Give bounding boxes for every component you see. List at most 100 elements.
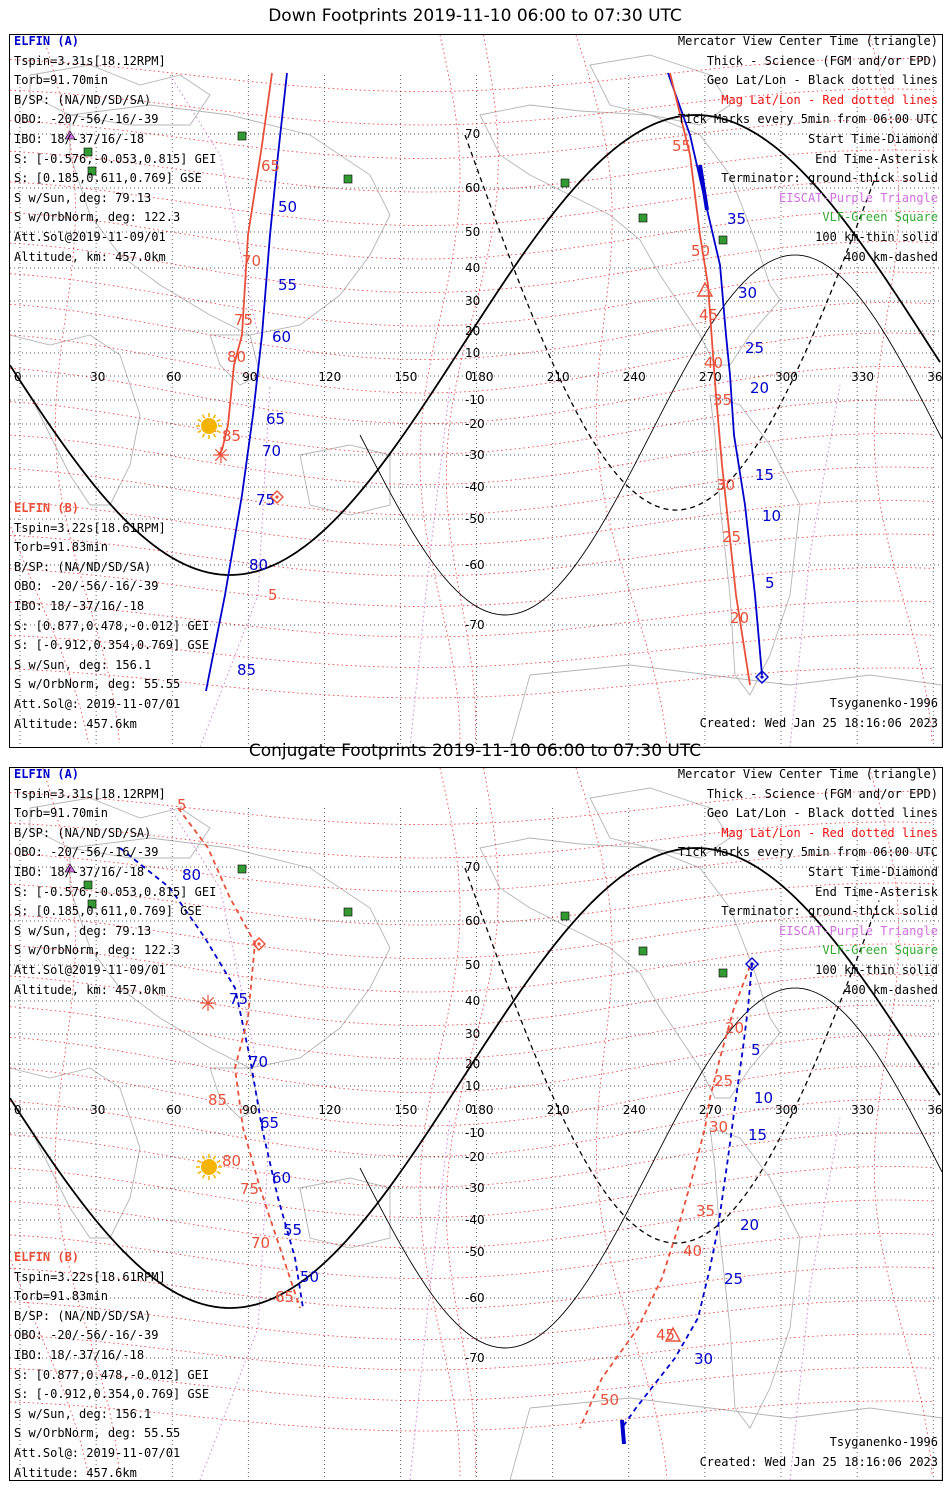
start-time-diamond	[252, 937, 266, 951]
track-tick-label: 5	[268, 586, 278, 604]
track-tick-label: 45	[656, 1326, 675, 1344]
lon-tick-label: 330	[851, 370, 874, 384]
sat-a-line: S: [-0.576,-0.053,0.815] GEI	[14, 884, 217, 899]
legend-item: 100 km-thin solid	[815, 962, 938, 977]
eiscat-line	[789, 384, 841, 747]
sat-a-line: S: [0.185,0.611,0.769] GSE	[14, 171, 202, 186]
mag-lat-line	[10, 600, 935, 638]
end-time-asterisk	[201, 996, 215, 1010]
sat-a-line: Att.Sol@2019-11-09/01	[14, 229, 166, 244]
legend-item: Mag Lat/Lon - Red dotted lines	[721, 825, 938, 840]
lat-tick-label: -30	[465, 448, 485, 462]
lon-tick-label: 360	[927, 1103, 942, 1117]
landmass-outline	[209, 334, 261, 386]
track-tick-label: 85	[222, 427, 241, 445]
track-tick-label: 25	[714, 1072, 733, 1090]
legend: Mercator View Center Time (triangle) Thi…	[678, 768, 938, 1000]
sun-ray	[197, 1170, 202, 1175]
eiscat-line	[409, 384, 451, 747]
down-footprints-panel: 0 30 60 90 120 150 180 210 240 270 300 330 360 70 60 50…	[9, 34, 943, 748]
track-tick-label: 35	[713, 391, 732, 409]
track-tick-label: 55	[278, 276, 297, 294]
model-name: Tsyganenko-1996	[829, 696, 938, 710]
sat-b-line: Torb=91.83min	[14, 1289, 108, 1304]
track-tick-label: 20	[750, 379, 769, 397]
sat-b-line: IBO: 18/-37/16/-18	[14, 1347, 145, 1362]
sat-a-info: ELFIN (A) Tspin=3.31s[18.12RPM] Torb=91.…	[14, 34, 216, 267]
boundary-400km-line	[464, 867, 880, 1244]
sat-b-name: ELFIN (B)	[14, 501, 80, 515]
track-tick-label: 15	[755, 466, 774, 484]
sat-b-line: OBO: -20/-56/-16/-39	[14, 1328, 159, 1343]
start-time-diamond-dot	[750, 962, 754, 966]
track-tick-label: 80	[249, 556, 268, 574]
mag-lat-line	[10, 567, 935, 607]
track-tick-label: 40	[683, 1242, 702, 1260]
sun-ray	[212, 414, 217, 419]
sat-a-info: ELFIN (A) Tspin=3.31s[18.12RPM] Torb=91.…	[14, 768, 217, 1000]
mag-lon-line	[575, 35, 668, 744]
sun-icon	[201, 1159, 217, 1175]
track-tick-label: 75	[229, 990, 248, 1008]
panel-title: Down Footprints 2019-11-10 06:00 to 07:3…	[268, 6, 682, 26]
lat-tick-label: -30	[465, 1181, 485, 1195]
lon-tick-label: 60	[166, 370, 181, 384]
sat-b-line: B/SP: (NA/ND/SD/SA)	[14, 559, 152, 574]
track-tick-label: 85	[208, 1091, 227, 1109]
legend-item: Thick - Science (FGM and/or EPD)	[706, 786, 938, 801]
track-tick-label: 45	[699, 306, 718, 324]
mag-lat-line	[10, 1233, 935, 1279]
landmass-outline	[299, 444, 391, 516]
mag-lat-line	[10, 88, 935, 126]
lon-tick-label: 150	[395, 370, 418, 384]
landmass-outline	[709, 1127, 801, 1429]
sat-b-line: Tspin=3.22s[18.61RPM]	[14, 1269, 166, 1284]
lat-tick-label: 10	[465, 346, 480, 360]
legend: Mercator View Center Time (triangle) Thi…	[678, 35, 938, 267]
track-tick-label: 5	[765, 574, 775, 592]
mag-lat-line	[10, 882, 935, 926]
science-segment	[620, 1419, 626, 1445]
map-canvas: 0 30 60 90 120 150 180 210 240 270 300 330 360 70 60 50…	[10, 768, 942, 1480]
landmass-outline	[29, 64, 211, 126]
sat-b-line: S w/Sun, deg: 156.1	[14, 657, 152, 672]
vlf-station-square	[638, 946, 648, 956]
lat-tick-label: 70	[465, 860, 480, 874]
legend-item: VLF-Green Square	[822, 210, 938, 225]
legend-item: EISCAT-Purple Triangle	[779, 923, 938, 938]
landmass-outline	[209, 1067, 261, 1119]
track-tick-label: 65	[261, 157, 280, 175]
start-time-diamond-dot	[275, 495, 279, 499]
track-tick-label: 25	[724, 1270, 743, 1288]
legend-item: End Time-Asterisk	[815, 151, 938, 166]
mag-lat-line	[10, 667, 935, 699]
start-time-diamond	[755, 670, 769, 684]
track-tick-label: 30	[709, 1118, 728, 1136]
sat-a-line: Tspin=3.31s[18.12RPM]	[14, 53, 166, 68]
sat-a-line: Torb=91.70min	[14, 806, 108, 821]
sat-a-line: OBO: -20/-56/-16/-39	[14, 845, 159, 860]
track-tick-label: 10	[762, 507, 781, 525]
landmass-outline	[479, 104, 781, 366]
sat-b-line: S: [-0.912,0.354,0.769] GSE	[14, 1387, 210, 1402]
track-tick-label: 35	[727, 210, 746, 228]
elfin-a-track	[205, 72, 288, 692]
lon-tick-label: 180	[471, 370, 494, 384]
sat-b-line: IBO: 18/-37/16/-18	[14, 598, 145, 613]
sat-a-name: ELFIN (A)	[14, 34, 80, 48]
legend-item: Start Time-Diamond	[807, 864, 938, 879]
lon-tick-label: 180	[471, 1103, 494, 1117]
sat-b-line: Att.Sol@: 2019-11-07/01	[14, 696, 181, 711]
lat-tick-label: -10	[465, 393, 485, 407]
eiscat-line	[789, 1117, 841, 1480]
lat-tick-label: -20	[465, 1150, 485, 1164]
footer-info: Tsyganenko-1996 Created: Wed Jan 25 18:1…	[700, 1433, 938, 1472]
lat-tick-label: -20	[465, 417, 485, 431]
legend-item: Thick - Science (FGM and/or EPD)	[706, 53, 938, 68]
sat-b-line: Altitude: 457.6km	[14, 716, 137, 731]
mag-lat-line	[10, 500, 935, 546]
sat-a-line: S w/Sun, deg: 79.13	[14, 923, 152, 938]
track-tick-label: 80	[182, 866, 201, 884]
sat-b-line: S: [0.877,0.478,-0.012] GEI	[14, 1367, 210, 1382]
lon-tick-label: 60	[166, 1103, 181, 1117]
